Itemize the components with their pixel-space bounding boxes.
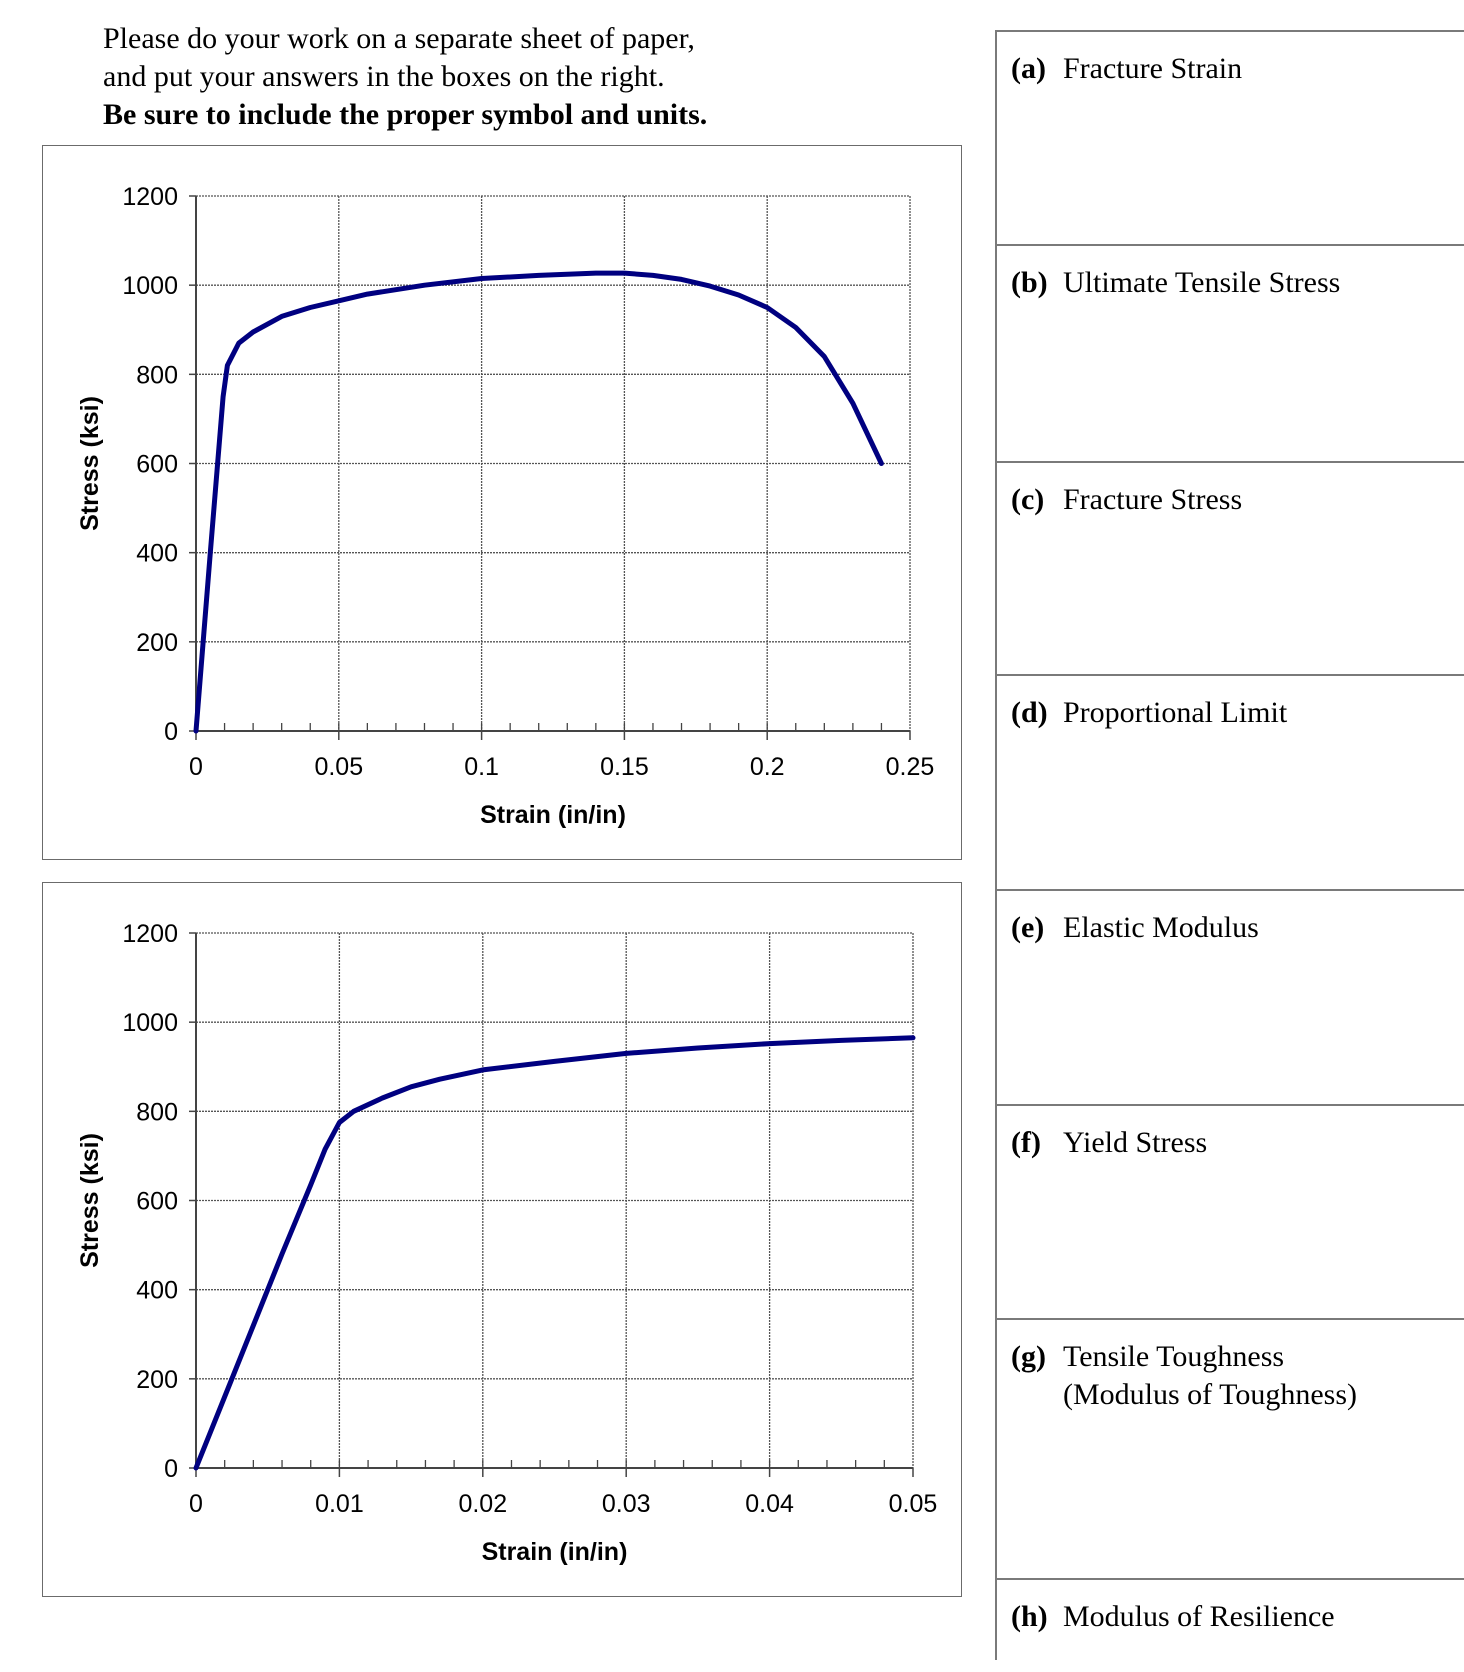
instructions-emphasis: Be sure to include the proper symbol and…	[103, 98, 708, 131]
instructions-line-2: and put your answers in the boxes on the…	[103, 60, 665, 93]
answer-box-c[interactable]: (c) Fracture Stress	[997, 461, 1464, 674]
y-tick-label: 600	[136, 1188, 178, 1216]
answer-letter: (g)	[1011, 1340, 1046, 1373]
answer-box-f[interactable]: (f) Yield Stress	[997, 1104, 1464, 1318]
y-axis-title: Stress (ksi)	[76, 1133, 104, 1268]
y-tick-label: 400	[136, 1277, 178, 1305]
answer-label: (b) Ultimate Tensile Stress	[1011, 264, 1340, 302]
x-tick-label: 0.02	[458, 1490, 507, 1518]
answer-title: Fracture Strain	[1063, 52, 1243, 85]
answer-letter: (d)	[1011, 696, 1048, 729]
answer-letter: (a)	[1011, 52, 1046, 85]
answer-title: Ultimate Tensile Stress	[1063, 266, 1341, 299]
answer-box-e[interactable]: (e) Elastic Modulus	[997, 889, 1464, 1104]
answer-box-d[interactable]: (d) Proportional Limit	[997, 674, 1464, 889]
answer-label: (f) Yield Stress	[1011, 1124, 1207, 1162]
x-tick-label: 0.01	[315, 1490, 364, 1518]
stress-strain-curve	[193, 270, 884, 734]
answer-box-g[interactable]: (g) Tensile Toughness (Modulus of Toughne…	[997, 1318, 1464, 1578]
x-tick-label: 0.04	[745, 1490, 794, 1518]
answer-title: Tensile Toughness (Modulus of Toughness)	[1063, 1340, 1358, 1411]
y-tick-label: 1200	[122, 920, 178, 948]
answer-label: (c) Fracture Stress	[1011, 481, 1242, 519]
y-tick-label: 1000	[122, 272, 178, 300]
answer-title: Elastic Modulus	[1063, 911, 1259, 944]
answer-box-a[interactable]: (a) Fracture Strain	[997, 30, 1464, 244]
answer-letter: (h)	[1011, 1600, 1048, 1633]
answer-box-h[interactable]: (h) Modulus of Resilience	[997, 1578, 1464, 1660]
answer-box-b[interactable]: (b) Ultimate Tensile Stress	[997, 244, 1464, 461]
answer-label: (d) Proportional Limit	[1011, 694, 1287, 732]
answer-label: (g) Tensile Toughness (Modulus of Toughne…	[1011, 1338, 1357, 1414]
x-axis-title: Strain (in/in)	[480, 801, 626, 829]
x-tick-label: 0.2	[750, 753, 785, 781]
y-tick-label: 200	[136, 1366, 178, 1394]
y-tick-label: 1200	[122, 183, 178, 211]
instructions-line-1: Please do your work on a separate sheet …	[103, 22, 695, 55]
stress-strain-chart-full: 0 200 400 600 800 1000 1200 0 0.05 0.1 0.15 0.2 0.25…	[42, 145, 962, 860]
x-tick-label: 0.05	[889, 1490, 938, 1518]
y-axis-title: Stress (ksi)	[76, 396, 104, 531]
chart-svg: 0 200 400 600 800 1000 1200 0 0.01 0.02 0.03 0.04 0.…	[76, 920, 938, 1566]
y-tick-label: 0	[164, 1455, 178, 1483]
y-tick-label: 200	[136, 629, 178, 657]
chart-svg: 0 200 400 600 800 1000 1200 0 0.05 0.1 0.15 0.2 0.25…	[76, 183, 935, 829]
cropped-header-text	[0, 0, 1464, 6]
answer-label: (h) Modulus of Resilience	[1011, 1598, 1335, 1636]
y-tick-label: 800	[136, 1098, 178, 1126]
y-tick-label: 600	[136, 451, 178, 479]
x-tick-label: 0	[189, 753, 203, 781]
x-tick-label: 0.03	[602, 1490, 651, 1518]
answer-letter: (e)	[1011, 911, 1045, 944]
y-tick-label: 800	[136, 361, 178, 389]
answer-label: (e) Elastic Modulus	[1011, 909, 1259, 947]
x-tick-label: 0.05	[314, 753, 363, 781]
y-tick-label: 1000	[122, 1009, 178, 1037]
x-tick-label: 0.15	[600, 753, 649, 781]
answer-title: Modulus of Resilience	[1063, 1600, 1335, 1633]
x-axis-title: Strain (in/in)	[482, 1538, 628, 1566]
instructions: Please do your work on a separate sheet …	[103, 20, 707, 134]
x-tick-label: 0	[189, 1490, 203, 1518]
answer-letter: (c)	[1011, 483, 1045, 516]
answer-boxes: (a) Fracture Strain (b) Ultimate Tensile St…	[995, 30, 1464, 1660]
answer-title: Proportional Limit	[1063, 696, 1288, 729]
answer-letter: (b)	[1011, 266, 1048, 299]
x-tick-label: 0.25	[886, 753, 935, 781]
x-tick-label: 0.1	[464, 753, 499, 781]
y-tick-label: 0	[164, 718, 178, 746]
y-tick-label: 400	[136, 540, 178, 568]
answer-label: (a) Fracture Strain	[1011, 50, 1242, 88]
answer-letter: (f)	[1011, 1126, 1041, 1159]
answer-title: Fracture Stress	[1063, 483, 1243, 516]
answer-title: Yield Stress	[1063, 1126, 1208, 1159]
stress-strain-chart-detail: 0 200 400 600 800 1000 1200 0 0.01 0.02 0.03 0.04 0.…	[42, 882, 962, 1597]
stress-strain-curve	[193, 1035, 916, 1471]
